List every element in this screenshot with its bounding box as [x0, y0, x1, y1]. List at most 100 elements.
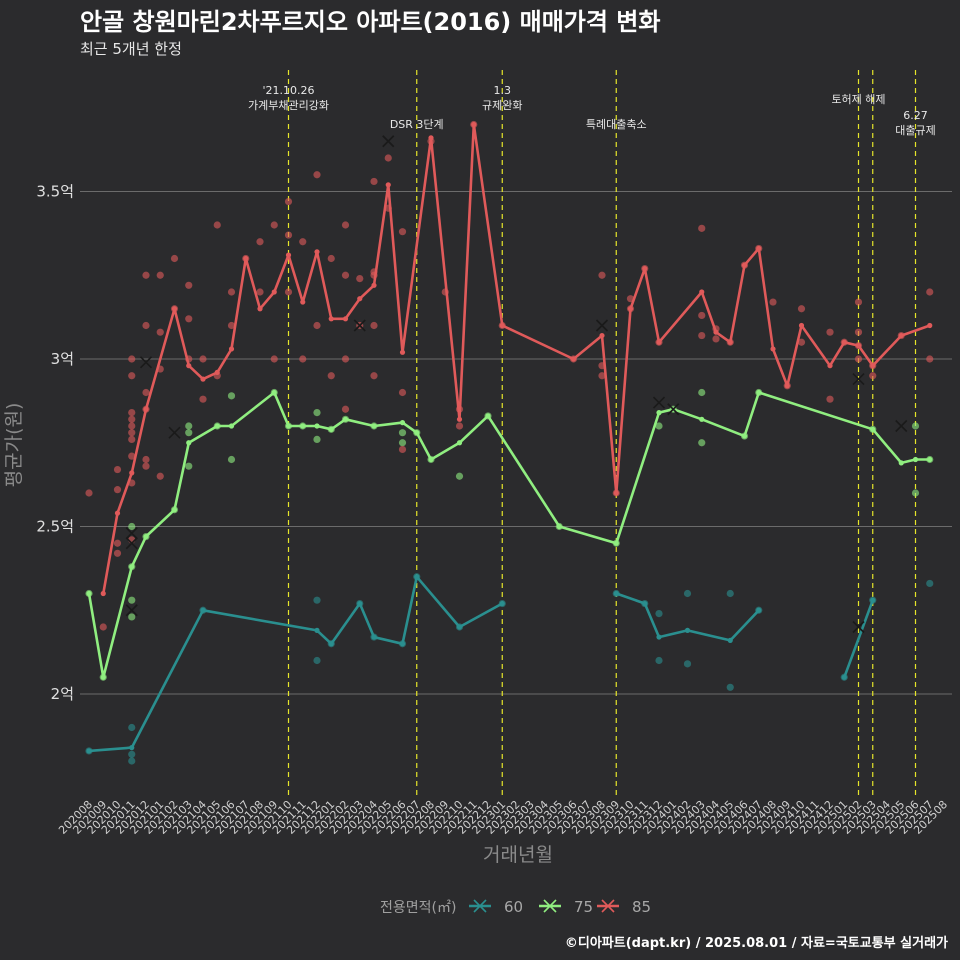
line-vertex	[656, 410, 662, 416]
series-line-60	[615, 592, 760, 642]
line-vertex	[855, 343, 862, 349]
line-vertex	[599, 332, 605, 339]
x-marker-stroke	[353, 319, 366, 332]
data-point	[313, 171, 321, 179]
data-point	[826, 395, 834, 403]
event-label: DSR 3단계	[390, 118, 444, 131]
line-vertex	[713, 329, 719, 335]
data-point	[769, 298, 777, 306]
chart-subtitle: 최근 5개년 한정	[80, 40, 182, 58]
event-label: 가계부채관리강화	[248, 99, 329, 112]
data-point	[398, 228, 407, 236]
data-point	[113, 539, 122, 547]
data-point	[313, 435, 321, 443]
event-label: 대출규제	[895, 124, 935, 137]
data-point	[683, 589, 692, 598]
data-point	[698, 439, 706, 447]
x-marker-stroke	[895, 419, 908, 433]
line-vertex	[841, 339, 847, 345]
y-tick-label: 2억	[51, 685, 74, 703]
data-point	[598, 372, 606, 380]
line-vertex	[129, 470, 135, 476]
data-point	[655, 422, 663, 430]
line-vertex	[86, 748, 92, 754]
line-vertex	[912, 456, 919, 463]
x-marker	[139, 356, 153, 369]
line-vertex	[399, 420, 406, 426]
line-vertex	[328, 641, 334, 647]
legend-title: 전용면적(㎡)	[380, 900, 456, 916]
data-point	[128, 429, 136, 437]
line-vertex	[328, 426, 334, 432]
line-vertex	[456, 416, 463, 422]
line-vertex	[285, 423, 292, 429]
line-vertex	[200, 607, 206, 613]
data-point	[797, 305, 806, 313]
data-point	[384, 154, 392, 162]
series-line-60	[88, 575, 503, 753]
data-point	[797, 338, 806, 346]
data-point	[185, 315, 193, 323]
data-point	[199, 395, 207, 403]
line-vertex	[870, 363, 876, 369]
x-marker	[168, 426, 181, 439]
data-point	[926, 579, 934, 588]
x-marker-stroke	[125, 537, 138, 550]
line-vertex	[684, 627, 691, 633]
line-vertex	[300, 423, 306, 429]
data-point	[356, 275, 364, 283]
data-point	[128, 522, 136, 531]
x-marker	[125, 537, 138, 550]
data-point	[99, 623, 107, 631]
series-line-75	[87, 391, 930, 679]
event-label: 6.27	[903, 109, 928, 122]
data-point	[142, 271, 150, 279]
data-point	[128, 409, 136, 417]
data-point	[398, 388, 407, 397]
data-point	[185, 281, 193, 289]
line-vertex	[841, 674, 847, 680]
line-vertex	[613, 540, 619, 546]
x-markers	[125, 135, 908, 634]
line-vertex	[186, 440, 192, 446]
line-vertex	[371, 634, 377, 640]
line-vertex	[499, 322, 505, 329]
event-label: 1.3	[494, 84, 512, 97]
data-point	[313, 409, 321, 417]
data-point	[926, 355, 934, 363]
legend-label-75: 75	[574, 898, 593, 916]
data-point	[128, 355, 136, 363]
data-point	[128, 757, 136, 765]
data-point	[726, 589, 734, 598]
x-marker	[382, 135, 395, 148]
line-vertex	[100, 590, 106, 597]
x-marker-stroke	[125, 527, 138, 540]
line-vertex	[656, 339, 662, 345]
line-vertex	[228, 423, 235, 429]
line-vertex	[656, 634, 662, 640]
x-marker-stroke	[139, 356, 153, 369]
x-marker-stroke	[382, 135, 395, 148]
line-vertex	[186, 363, 192, 369]
line-vertex	[756, 389, 762, 396]
line-vertex	[428, 456, 434, 463]
data-point	[698, 388, 706, 397]
x-marker-stroke	[125, 604, 138, 617]
line-vertex	[741, 433, 748, 439]
line-vertex	[143, 533, 149, 540]
line-vertex	[243, 255, 249, 262]
line-vertex	[399, 349, 406, 355]
y-axis-title: 평균가(원)	[3, 403, 25, 488]
data-point	[655, 656, 663, 665]
line-vertex	[200, 376, 206, 382]
data-point	[398, 445, 407, 454]
x-marker-stroke	[168, 426, 181, 439]
line-vertex	[927, 456, 933, 463]
line-vertex	[870, 426, 876, 432]
data-point	[142, 388, 150, 397]
line-vertex	[328, 316, 334, 322]
line-vertex	[114, 510, 121, 516]
